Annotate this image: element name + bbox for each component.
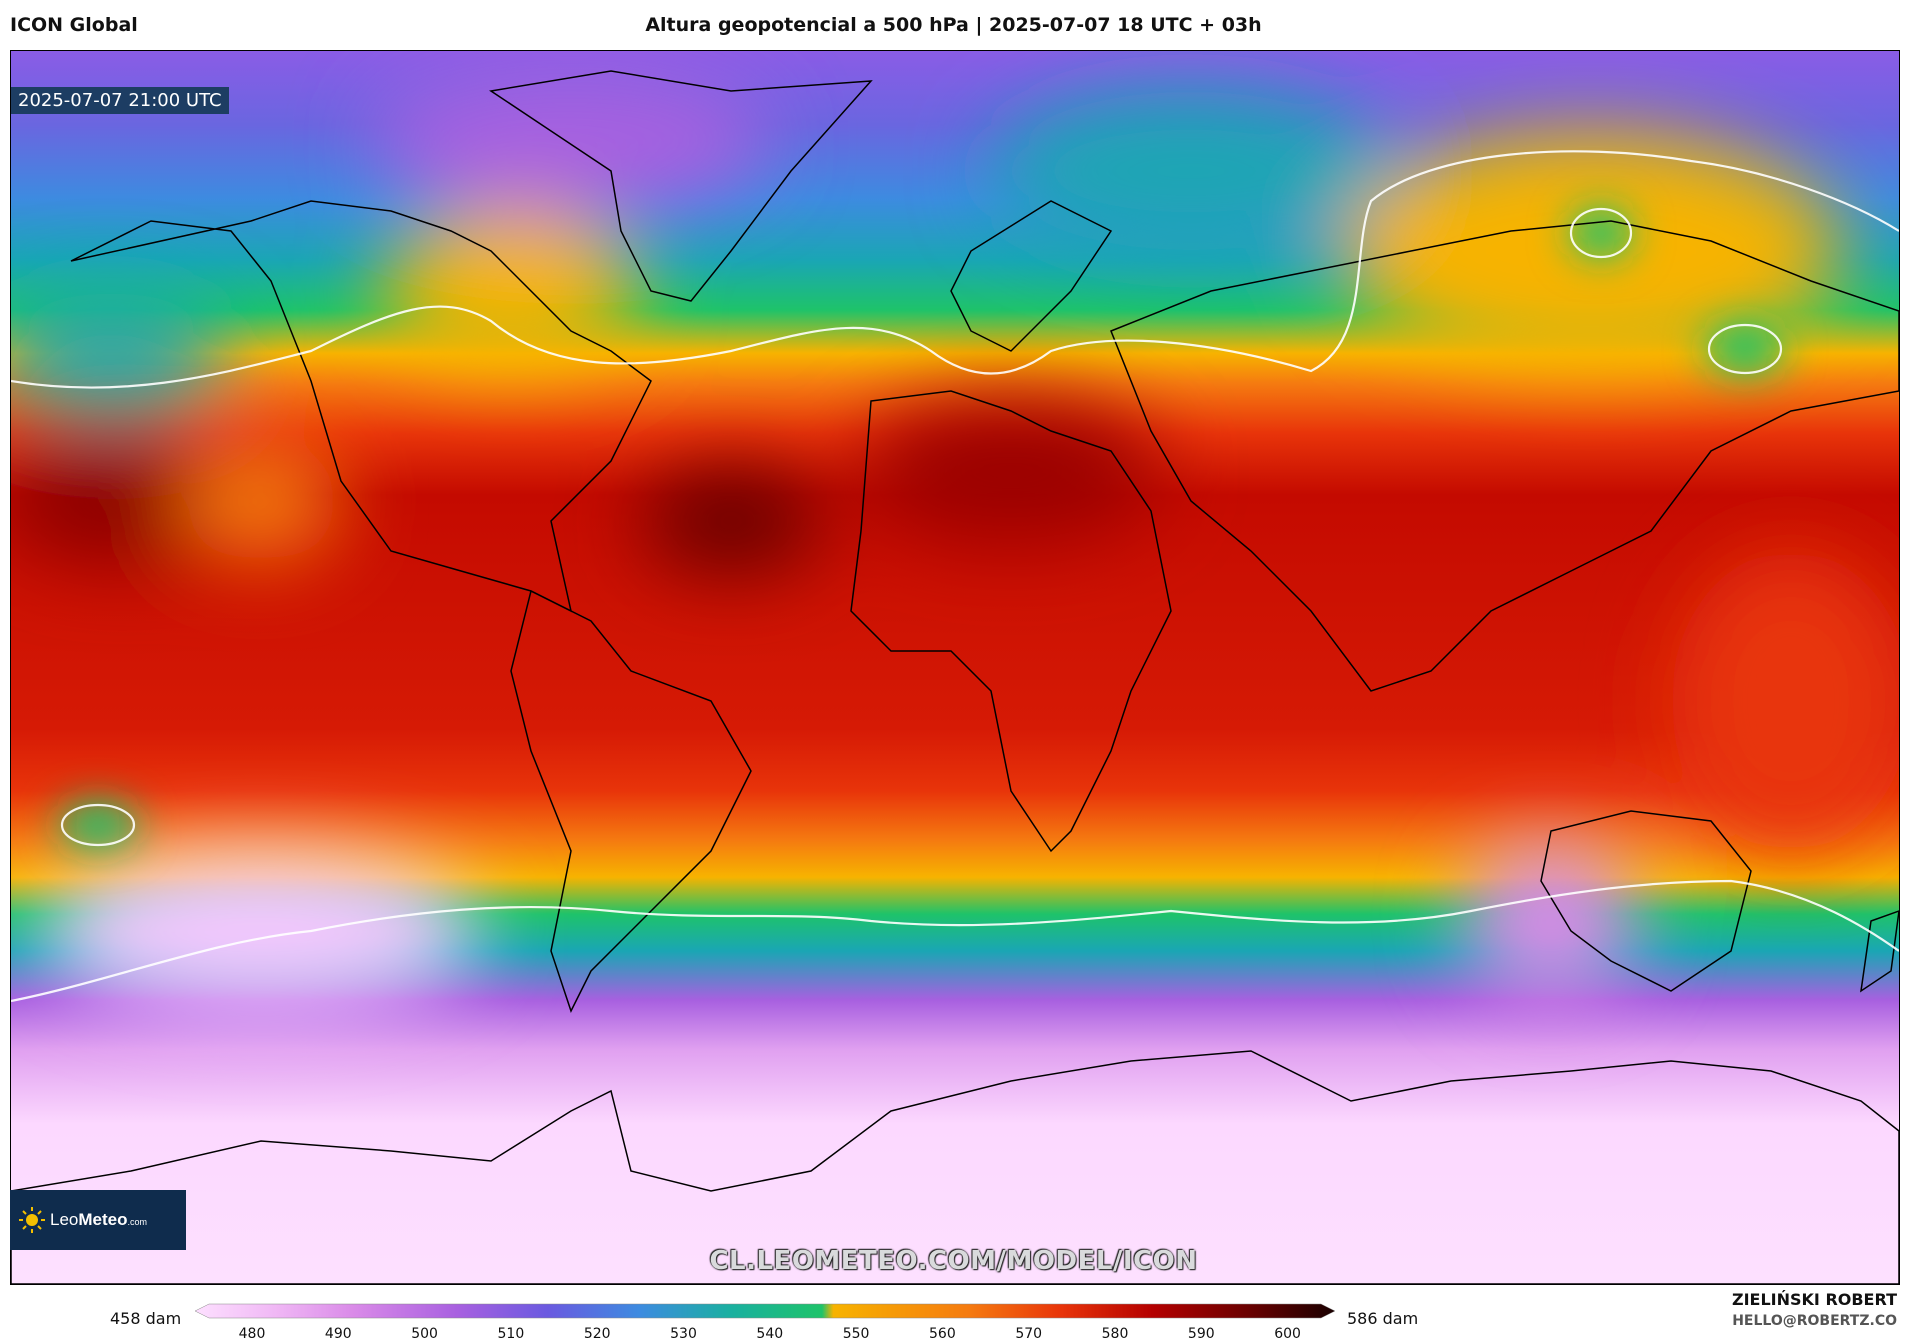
valid-time-label: 2025-07-07 21:00 UTC bbox=[11, 87, 229, 114]
colorbar-tick-label: 600 bbox=[1274, 1326, 1301, 1342]
colorbar-tick-label: 550 bbox=[842, 1326, 870, 1342]
colorbar-tick-label: 560 bbox=[929, 1326, 956, 1342]
leometeo-logo[interactable]: LeoMeteo.com bbox=[10, 1190, 186, 1250]
colorbar-tick-label: 570 bbox=[1015, 1326, 1043, 1342]
colorbar-tick-label: 520 bbox=[583, 1326, 611, 1342]
author-email[interactable]: HELLO@ROBERTZ.CO bbox=[1732, 1313, 1897, 1329]
colorbar-tick-label: 580 bbox=[1101, 1326, 1129, 1342]
colorbar-max-label: 586 dam bbox=[1347, 1309, 1419, 1328]
colorbar-tick-label: 510 bbox=[497, 1326, 525, 1342]
colorbar-tick-label: 490 bbox=[324, 1326, 352, 1342]
author-name: ZIELIŃSKI ROBERT bbox=[1731, 1290, 1897, 1309]
geopotential-map bbox=[10, 50, 1900, 1285]
colorbar-tick-label: 480 bbox=[238, 1326, 266, 1342]
chart-title: Altura geopotencial a 500 hPa | 2025-07-… bbox=[645, 14, 1262, 36]
contour-552 bbox=[11, 150, 1899, 1003]
logo-text: LeoMeteo.com bbox=[50, 1210, 148, 1229]
model-name: ICON Global bbox=[10, 14, 138, 36]
coastlines bbox=[11, 70, 1899, 1284]
colorbar-tick-label: 530 bbox=[670, 1326, 697, 1342]
colorbar-min-label: 458 dam bbox=[110, 1309, 182, 1328]
colorbar-tick-label: 500 bbox=[411, 1326, 438, 1342]
watermark-url: CL.LEOMETEO.COM/MODEL/ICON bbox=[709, 1246, 1198, 1276]
colorbar-tick-label: 540 bbox=[756, 1326, 784, 1342]
sun-logo-icon bbox=[19, 1207, 45, 1233]
colorbar: 458 dam 586 dam 480 490 500 510 520 530 5 bbox=[0, 1296, 1907, 1342]
colorbar-tick-label: 590 bbox=[1187, 1326, 1215, 1342]
colorbar-gradient bbox=[195, 1303, 1335, 1319]
